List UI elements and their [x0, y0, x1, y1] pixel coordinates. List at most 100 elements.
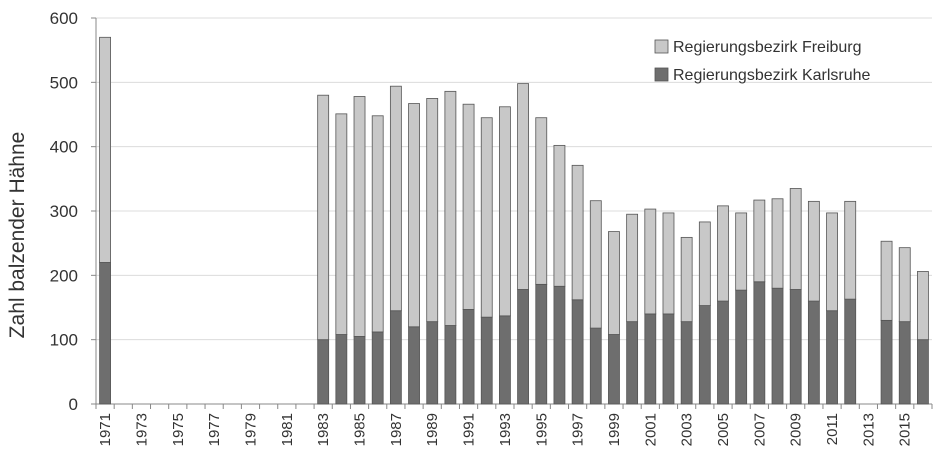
- bar-karlsruhe-1995: [535, 283, 548, 405]
- bar-freiburg-2014: [880, 240, 893, 321]
- x-tick-label: 1971: [97, 413, 114, 446]
- x-tick-label: 2005: [715, 413, 732, 446]
- y-axis-label: Zahl balzender Hähne: [6, 132, 29, 339]
- bar-karlsruhe-2008: [771, 287, 784, 405]
- y-tick-labels: 0 100 200 300 400 500 600: [50, 9, 78, 414]
- bar-karlsruhe-1992: [480, 316, 493, 405]
- bar-freiburg-2009: [789, 188, 802, 290]
- legend: Regierungsbezirk Freiburg Regierungsbezi…: [654, 39, 871, 84]
- x-tick-label: 2001: [642, 413, 659, 446]
- bar-karlsruhe-1971: [99, 262, 111, 405]
- bar-karlsruhe-2011: [826, 310, 838, 405]
- bar-karlsruhe-1994: [517, 289, 529, 405]
- bar-freiburg-2004: [698, 221, 711, 306]
- bar-freiburg-1989: [426, 98, 439, 323]
- x-tick-label: 1985: [352, 413, 369, 446]
- bar-freiburg-2011: [826, 212, 838, 312]
- bar-freiburg-1999: [608, 231, 620, 335]
- bar-freiburg-2002: [662, 212, 675, 315]
- bar-karlsruhe-1988: [408, 326, 420, 405]
- bar-karlsruhe-2002: [662, 313, 675, 405]
- bar-karlsruhe-2009: [789, 289, 802, 405]
- bar-karlsruhe-1991: [462, 309, 475, 405]
- bar-freiburg-2000: [626, 213, 639, 323]
- bar-freiburg-1994: [517, 83, 529, 290]
- x-tick-label: 1993: [497, 413, 514, 446]
- y-tick-label: 200: [50, 266, 78, 285]
- x-tick-label: 1983: [315, 413, 332, 446]
- bar-freiburg-2007: [753, 199, 766, 283]
- bar-freiburg-1984: [335, 113, 348, 335]
- x-tick-label: 1997: [570, 413, 587, 446]
- x-tick-label: 2007: [751, 413, 768, 446]
- bar-freiburg-2008: [771, 198, 784, 289]
- bar-freiburg-1985: [353, 96, 366, 337]
- bar-freiburg-1990: [444, 90, 457, 326]
- bar-karlsruhe-1996: [553, 285, 566, 405]
- x-tick-label: 1981: [279, 413, 296, 446]
- bar-freiburg-1998: [589, 200, 602, 329]
- legend-swatch-freiburg: [654, 39, 669, 54]
- bar-freiburg-2016: [917, 271, 929, 341]
- bar-freiburg-2010: [807, 200, 820, 302]
- bar-karlsruhe-1987: [389, 310, 402, 405]
- x-tick-label: 1999: [606, 413, 623, 446]
- bar-freiburg-1992: [480, 117, 493, 318]
- bar-freiburg-2006: [735, 212, 748, 291]
- y-tick-label: 100: [50, 331, 78, 350]
- bar-karlsruhe-1983: [317, 339, 330, 405]
- bar-karlsruhe-1997: [571, 299, 584, 405]
- bar-freiburg-1986: [371, 115, 384, 333]
- x-tick-label: 1977: [206, 413, 223, 446]
- bar-freiburg-1993: [499, 106, 511, 317]
- bar-karlsruhe-2005: [717, 300, 729, 405]
- bar-karlsruhe-2003: [680, 321, 693, 405]
- y-tick-label: 500: [50, 73, 78, 92]
- bar-freiburg-1983: [317, 94, 330, 341]
- bar-freiburg-1995: [535, 117, 548, 285]
- bar-karlsruhe-1985: [353, 336, 366, 405]
- bar-karlsruhe-1990: [444, 325, 457, 405]
- bar-karlsruhe-2012: [844, 298, 857, 405]
- x-tick-labels: 1971 1973 1975 1977 1979 1981 1983 1985 1987 1989…: [97, 413, 914, 446]
- bar-karlsruhe-1984: [335, 334, 348, 405]
- bar-freiburg-2003: [680, 236, 693, 323]
- bar-karlsruhe-2007: [753, 281, 766, 405]
- bar-karlsruhe-1989: [426, 321, 439, 405]
- x-tick-label: 1975: [170, 413, 187, 446]
- x-tick-label: 1989: [424, 413, 441, 446]
- bar-karlsruhe-1998: [589, 327, 602, 405]
- y-tick-label: 600: [50, 9, 78, 28]
- bar-karlsruhe-1986: [371, 331, 384, 405]
- bar-freiburg-2012: [844, 200, 857, 300]
- bar-karlsruhe-2016: [917, 339, 929, 405]
- legend-swatch-karlsruhe: [654, 67, 669, 82]
- x-tick-label: 1973: [133, 413, 150, 446]
- bar-freiburg-1971: [99, 36, 111, 263]
- y-tick-label: 400: [50, 138, 78, 157]
- bar-freiburg-1997: [571, 164, 584, 301]
- bar-karlsruhe-2010: [807, 300, 820, 405]
- x-tick-label: 2003: [679, 413, 696, 446]
- bar-karlsruhe-2000: [626, 321, 639, 405]
- bar-karlsruhe-2015: [898, 321, 911, 405]
- y-tick-label: 300: [50, 202, 78, 221]
- bars: [99, 36, 929, 405]
- bar-karlsruhe-2004: [698, 305, 711, 405]
- x-tick-label: 2013: [860, 413, 877, 446]
- x-tick-label: 2011: [824, 413, 841, 445]
- bar-freiburg-2015: [898, 247, 911, 323]
- bar-karlsruhe-2001: [644, 313, 657, 405]
- bar-karlsruhe-2006: [735, 289, 748, 405]
- x-tick-label: 1995: [533, 413, 550, 446]
- x-tick-label: 1979: [242, 413, 259, 446]
- bar-freiburg-1991: [462, 103, 475, 310]
- bar-karlsruhe-1993: [499, 315, 511, 405]
- x-tick-label: 1991: [461, 413, 478, 446]
- bar-karlsruhe-1999: [608, 334, 620, 405]
- legend-label-karlsruhe: Regierungsbezirk Karlsruhe: [673, 67, 871, 84]
- x-tick-label: 2009: [788, 413, 805, 446]
- x-tick-label: 1987: [388, 413, 405, 446]
- bar-freiburg-2005: [717, 205, 729, 302]
